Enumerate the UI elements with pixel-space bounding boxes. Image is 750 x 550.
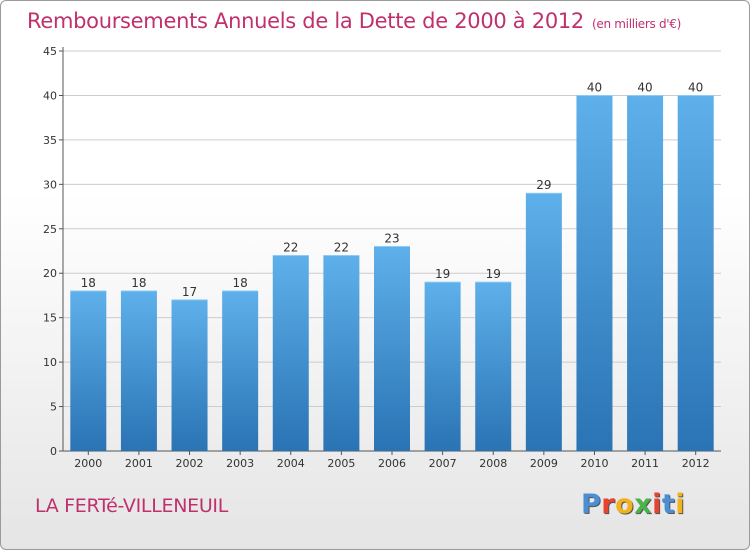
chart-title-text: Remboursements Annuels de la Dette de 20… (27, 9, 584, 33)
data-label: 29 (536, 178, 551, 192)
x-tick-label: 2003 (226, 457, 254, 470)
bar (475, 282, 512, 451)
data-label: 22 (334, 240, 349, 254)
data-label: 23 (384, 232, 399, 246)
bar (323, 255, 360, 451)
y-tick-label: 40 (43, 89, 57, 102)
logo-letter: o (615, 489, 635, 520)
y-tick-label: 25 (43, 223, 57, 236)
data-label: 22 (283, 240, 298, 254)
bar (171, 299, 208, 451)
x-tick-label: 2005 (327, 457, 355, 470)
x-tick-label: 2009 (530, 457, 558, 470)
data-label: 18 (131, 276, 146, 290)
data-label: 19 (486, 267, 501, 281)
logo-letter: x (634, 489, 653, 520)
bar (222, 291, 259, 451)
bar (576, 95, 613, 451)
bar (374, 246, 410, 451)
y-tick-label: 10 (43, 356, 57, 369)
x-tick-label: 2012 (682, 457, 710, 470)
unit-note: (en milliers d'€) (592, 17, 682, 31)
bar (525, 193, 562, 451)
y-tick-label: 20 (43, 267, 57, 280)
logo-letter: r (601, 489, 616, 520)
logo-letter: P (581, 489, 602, 520)
data-label: 40 (587, 80, 602, 94)
chart-title: Remboursements Annuels de la Dette de 20… (27, 9, 681, 33)
x-tick-label: 2007 (429, 457, 457, 470)
bar (70, 291, 107, 451)
x-tick-label: 2000 (74, 457, 102, 470)
x-tick-label: 2002 (176, 457, 204, 470)
bar (120, 291, 157, 451)
y-tick-label: 15 (43, 312, 57, 325)
bar (677, 95, 714, 451)
data-label: 17 (182, 285, 197, 299)
data-label: 18 (233, 276, 248, 290)
bar (627, 95, 664, 451)
x-tick-label: 2010 (580, 457, 608, 470)
bar (424, 282, 461, 451)
proxiti-logo: Proxiti (581, 489, 685, 520)
y-tick-label: 35 (43, 134, 57, 147)
location-name: LA FERTé-VILLENEUIL (35, 495, 229, 517)
y-tick-label: 30 (43, 178, 57, 191)
x-tick-label: 2008 (479, 457, 507, 470)
logo-letter: t (661, 489, 676, 520)
y-tick-label: 5 (50, 401, 57, 414)
data-label: 40 (637, 80, 652, 94)
data-label: 18 (81, 276, 96, 290)
x-tick-label: 2001 (125, 457, 153, 470)
x-tick-label: 2006 (378, 457, 406, 470)
data-label: 19 (435, 267, 450, 281)
logo-letter: i (675, 489, 686, 520)
y-tick-label: 45 (43, 45, 57, 58)
bar (272, 255, 309, 451)
x-tick-label: 2004 (277, 457, 305, 470)
logo-letter: i (652, 489, 662, 520)
x-tick-label: 2011 (631, 457, 659, 470)
data-label: 40 (688, 80, 703, 94)
y-tick-label: 0 (50, 445, 57, 458)
